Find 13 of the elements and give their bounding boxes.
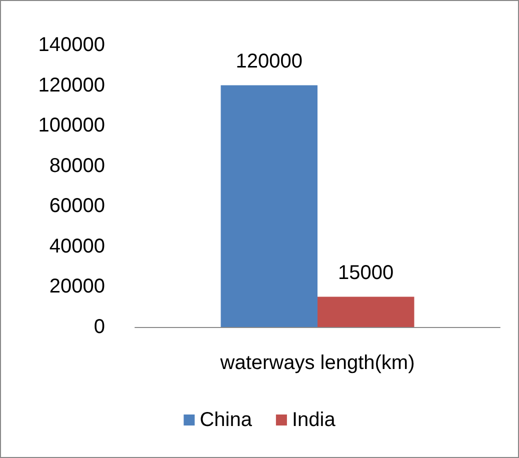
y-tick-label: 120000 (38, 74, 105, 96)
x-tick-label: waterways length(km) (219, 352, 415, 374)
y-tick-label: 40000 (49, 235, 105, 258)
y-tick-label: 140000 (38, 34, 105, 56)
data-label: 15000 (338, 262, 394, 284)
legend-label: India (292, 409, 336, 431)
y-tick-label: 100000 (38, 114, 105, 137)
y-tick-label: 20000 (49, 276, 105, 298)
legend-label: China (200, 409, 253, 431)
data-label: 120000 (236, 50, 303, 72)
y-tick-label: 0 (94, 316, 105, 338)
y-tick-label: 60000 (49, 195, 105, 218)
y-tick-label: 80000 (49, 154, 105, 177)
